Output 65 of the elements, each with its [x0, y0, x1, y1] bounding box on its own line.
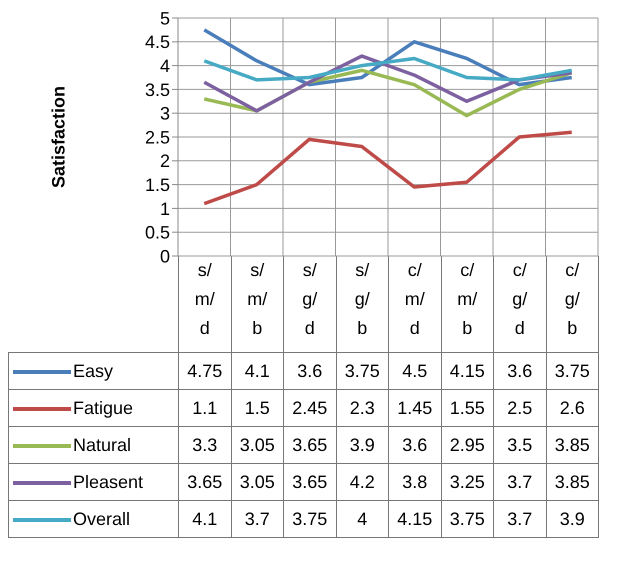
y-tick-label: 5: [160, 8, 170, 28]
data-label: 1.55: [441, 390, 494, 426]
legend-label: Natural: [73, 435, 132, 456]
data-label: 3.6: [284, 352, 336, 390]
y-tick-label: 0: [160, 246, 170, 266]
data-label: 3.05: [231, 464, 284, 500]
x-tick-label: c/m/d: [404, 259, 426, 340]
y-tick-label: 4: [160, 56, 170, 76]
data-label: 2.5: [494, 390, 546, 426]
data-label: 3.8: [388, 464, 441, 500]
data-label: 4.15: [388, 500, 441, 538]
y-tick-label: 1.5: [144, 174, 170, 195]
x-tick-label: c/g/b: [564, 259, 581, 340]
data-label: 3.5: [494, 426, 546, 464]
y-axis-title: Satisfaction: [48, 86, 68, 188]
data-label: 3.05: [231, 426, 284, 464]
x-tick-label: s/m/d: [194, 259, 216, 340]
y-tick-label: 3.5: [144, 80, 170, 100]
x-tick-label: s/g/b: [354, 259, 371, 340]
data-label: 3.9: [336, 426, 388, 464]
data-label: 3.65: [284, 464, 336, 500]
data-label: 4.1: [178, 500, 231, 538]
x-tick-label: c/g/d: [511, 259, 528, 340]
data-label: 3.75: [441, 500, 494, 538]
data-label: 3.65: [178, 464, 231, 500]
y-tick-label: 0.5: [144, 222, 170, 243]
data-label: 1.45: [388, 390, 441, 426]
data-label: 3.3: [178, 426, 231, 464]
data-label: 3.75: [284, 500, 336, 538]
data-label: 2.45: [284, 390, 336, 426]
data-label: 3.65: [284, 426, 336, 464]
data-label: 4: [336, 500, 388, 538]
legend-label: Easy: [73, 361, 114, 382]
x-tick-label: s/g/d: [301, 259, 318, 340]
data-label: 3.7: [494, 464, 546, 500]
x-tick-label: s/m/b: [246, 259, 268, 340]
data-label: 3.7: [494, 500, 546, 538]
y-tick-label: 3: [160, 104, 170, 124]
legend-label: Pleasent: [73, 472, 144, 494]
data-label: 4.15: [441, 352, 494, 390]
y-tick-label: 4.5: [144, 32, 170, 52]
data-label: 4.1: [231, 352, 284, 390]
legend-label: Fatigue: [73, 398, 134, 420]
y-tick-label: 2.5: [144, 127, 170, 148]
data-label: 3.6: [388, 426, 441, 464]
data-label: 4.2: [336, 464, 388, 500]
data-label: 3.75: [546, 352, 598, 390]
x-tick-label: c/m/b: [456, 259, 478, 340]
data-label: 1.5: [231, 390, 284, 426]
data-label: 2.95: [441, 426, 494, 464]
y-tick-label: 2: [160, 151, 170, 172]
data-label: 2.3: [336, 390, 388, 426]
data-label: 3.6: [494, 352, 546, 390]
data-label: 4.5: [388, 352, 441, 390]
data-label: 4.75: [178, 352, 231, 390]
data-label: 3.7: [231, 500, 284, 538]
data-label: 3.85: [546, 464, 598, 500]
data-label: 3.9: [546, 500, 598, 538]
data-label: 1.1: [178, 390, 231, 426]
data-label: 3.75: [336, 352, 388, 390]
data-label: 3.85: [546, 426, 598, 464]
data-label: 3.25: [441, 464, 494, 500]
data-label: 2.6: [546, 390, 598, 426]
y-tick-label: 1: [160, 198, 170, 219]
legend-label: Overall: [73, 509, 130, 530]
